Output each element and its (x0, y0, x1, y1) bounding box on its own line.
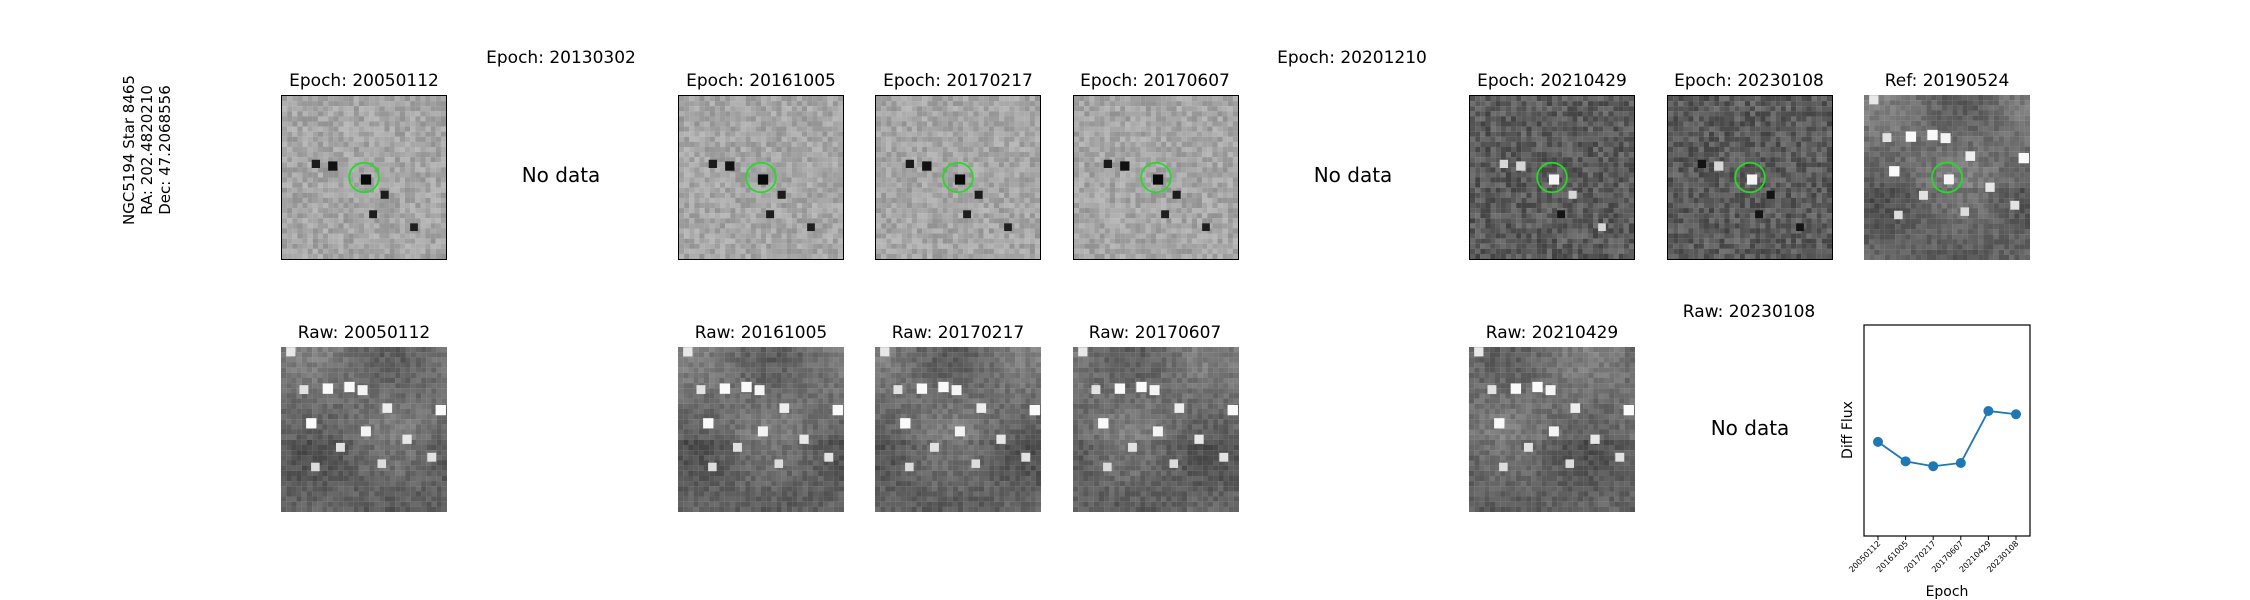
row-label: NGC5194 Star 8465 RA: 202.4820210 Dec: 4… (120, 70, 180, 230)
x-tick-label: 20230108 (1985, 539, 2020, 574)
data-point (1900, 456, 1911, 467)
difference-image (1074, 96, 1238, 259)
data-point (1873, 436, 1883, 447)
source-ring (1734, 161, 1766, 194)
difference-image (1470, 96, 1634, 259)
data-point (1955, 457, 1966, 468)
x-tick-label: 20170607 (1930, 539, 1965, 574)
chart-xlabel: Epoch (1926, 584, 1969, 600)
row-label-ra: RA: 202.4820210 (138, 85, 156, 215)
raw-image (281, 347, 447, 512)
source-ring (745, 161, 777, 194)
row-label-dec: Dec: 47.2068556 (156, 85, 174, 215)
epoch-title: Epoch: 20050112 (289, 71, 439, 91)
raw-title: Raw: 20230108 (1682, 302, 1816, 322)
raw-cutout (875, 347, 1041, 512)
data-point (1983, 406, 1994, 417)
difference-image (282, 96, 446, 259)
raw-cutout (678, 347, 844, 512)
epoch-cutout (1469, 95, 1635, 260)
x-tick-label: 20161005 (1875, 539, 1910, 574)
difference-image (679, 96, 843, 259)
no-data-label: No data (1710, 416, 1790, 440)
reference-title: Ref: 20190524 (1884, 71, 2010, 91)
raw-title: Raw: 20170217 (891, 323, 1025, 343)
x-tick-label: 20210429 (1958, 539, 1993, 574)
source-ring (1931, 161, 1963, 194)
difference-image (876, 96, 1040, 259)
x-tick-label: 20050112 (1847, 539, 1882, 574)
raw-title: Raw: 20050112 (297, 323, 431, 343)
raw-image (1073, 347, 1239, 512)
no-data-label: No data (1313, 163, 1393, 187)
epoch-title: Epoch: 20201210 (1277, 48, 1427, 68)
epoch-cutout (875, 95, 1041, 260)
x-tick-label: 20170217 (1902, 539, 1937, 574)
epoch-title: Epoch: 20230108 (1674, 71, 1824, 91)
raw-title: Raw: 20170607 (1088, 323, 1222, 343)
source-ring (348, 161, 380, 194)
data-point (1928, 461, 1939, 472)
raw-cutout (1469, 347, 1635, 512)
epoch-title: Epoch: 20130302 (486, 48, 636, 68)
source-ring (942, 161, 974, 194)
chart-frame (1863, 324, 2031, 537)
epoch-title: Epoch: 20210429 (1477, 71, 1627, 91)
raw-cutout (281, 347, 447, 512)
epoch-cutout (1073, 95, 1239, 260)
difference-image (1668, 96, 1832, 259)
source-ring (1536, 161, 1568, 194)
epoch-cutout (678, 95, 844, 260)
no-data-label: No data (521, 163, 601, 187)
raw-cutout (1073, 347, 1239, 512)
series-line (1877, 410, 2017, 468)
epoch-title: Epoch: 20170217 (883, 71, 1033, 91)
epoch-title: Epoch: 20161005 (686, 71, 836, 91)
reference-cutout (1864, 95, 2030, 260)
raw-title: Raw: 20210429 (1485, 323, 1619, 343)
source-ring (1140, 161, 1172, 194)
epoch-title: Epoch: 20170607 (1080, 71, 1230, 91)
raw-image (1469, 347, 1635, 512)
row-label-name: NGC5194 Star 8465 (120, 75, 138, 225)
difference-image (1864, 95, 2030, 260)
data-point (2011, 409, 2021, 420)
epoch-cutout (1667, 95, 1833, 260)
raw-title: Raw: 20161005 (694, 323, 828, 343)
raw-image (678, 347, 844, 512)
raw-image (875, 347, 1041, 512)
epoch-cutout (281, 95, 447, 260)
